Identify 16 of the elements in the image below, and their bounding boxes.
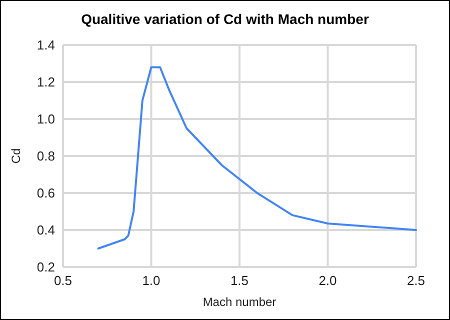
y-tick-label: 1.4 <box>36 38 55 52</box>
y-tick-label: 0.6 <box>36 186 55 200</box>
x-tick-label: 1.5 <box>230 273 249 288</box>
x-tick-label: 2.5 <box>406 273 426 288</box>
y-tick-label: 0.2 <box>36 260 55 274</box>
x-tick-label: 1.0 <box>142 273 160 288</box>
x-tick-label: 0.5 <box>54 273 72 288</box>
line-series <box>97 66 417 250</box>
y-tick-label: 0.4 <box>36 222 55 238</box>
y-tick-label: 1.2 <box>36 74 55 90</box>
x-axis-title: Mach number <box>202 295 276 309</box>
chart-title: Qualitive variation of Cd with Mach number <box>81 11 370 27</box>
y-tick-label: 1.0 <box>36 112 55 126</box>
y-tick-label: 0.8 <box>36 148 55 164</box>
x-tick-label: 2.0 <box>318 273 337 288</box>
y-axis-title: Cd <box>9 148 23 164</box>
